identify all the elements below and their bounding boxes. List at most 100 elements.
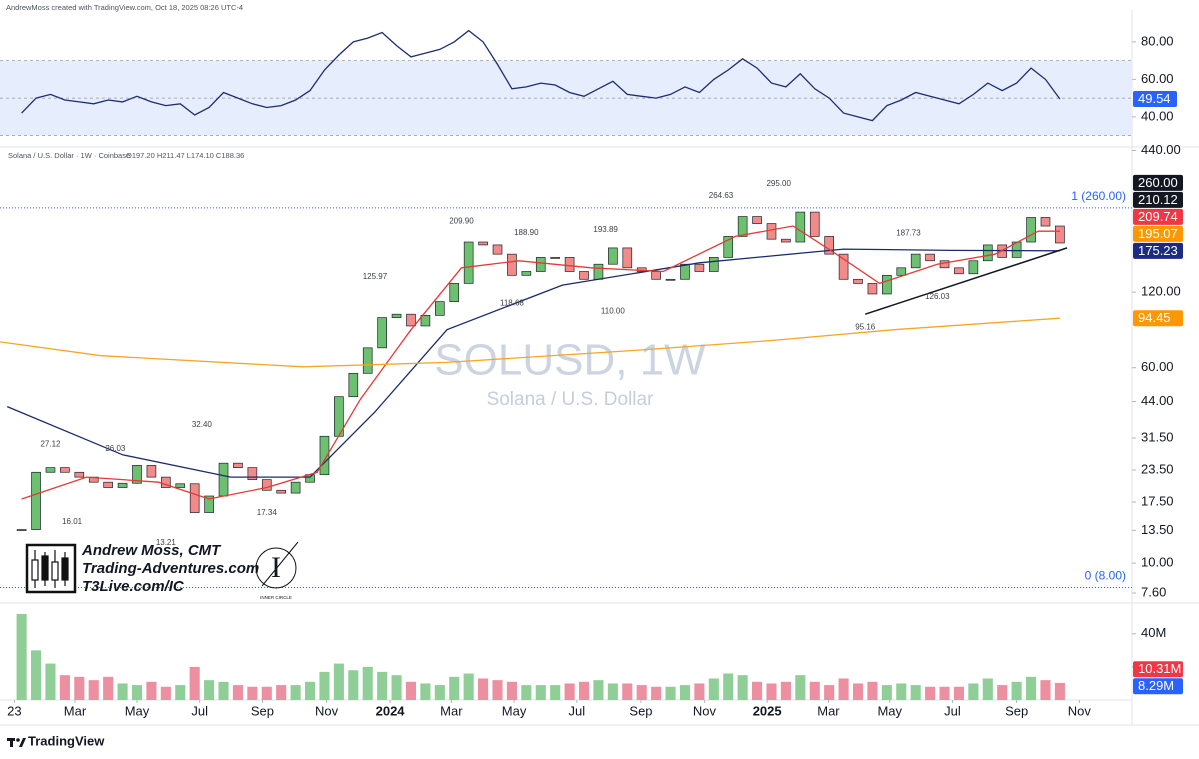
y-tick-label: 120.00 [1141,284,1181,299]
price-label: 10.31M [1138,661,1181,676]
candle-body [132,465,142,484]
high-low-label: 32.40 [192,420,213,429]
volume-bar [982,678,993,700]
candle-body [74,471,85,478]
volume-bar [261,686,272,700]
candle-body [391,313,402,318]
candle-body [752,216,762,224]
high-low-label: 209.90 [449,216,474,225]
high-low-label: 118.68 [500,298,524,307]
x-tick-label: 2025 [753,703,782,718]
x-tick-label: Mar [64,703,87,718]
header: AndrewMoss created with TradingView.com,… [6,3,243,12]
volume-bar [333,663,344,700]
volume-bar [578,681,590,700]
candle-body [737,216,748,237]
high-low-label: 13.21 [156,538,177,547]
x-tick-label: Jul [569,703,586,718]
volume-bar [463,673,474,700]
volume-bar [1026,676,1037,700]
high-low-label: 17.34 [257,508,278,517]
volume-bar [290,685,301,700]
y-tick-label: 40.00 [1141,108,1174,123]
volume-bar [809,681,820,700]
candle-body [362,347,373,374]
volume-bar [795,675,806,700]
high-low-label: 126.03 [925,292,950,301]
high-low-label: 187.73 [896,228,921,237]
x-tick-label: 23 [7,703,21,718]
volume-bar [564,683,575,700]
label-layer: 23 Mar May Jul Sep Nov 2024 Mar May Jul Sep Nov 2025… [7,33,1183,718]
fib-label: 0 (8.00) [1085,569,1126,583]
candle-body [16,529,27,531]
volume-bar [968,683,979,700]
candle-body [853,278,863,284]
price-label-box [1133,208,1183,225]
volume-bar [16,613,27,700]
candle-body [449,283,460,302]
candle-body [492,244,503,255]
volume-bar [665,686,676,700]
candle-body [161,476,171,488]
volume-bar [478,678,489,700]
volume-bar [521,685,532,700]
volume-bar [867,681,878,700]
candle-body [708,257,719,272]
candle-body [204,495,214,513]
volume-bar [276,685,287,700]
candle-body [593,263,604,280]
candle-body [564,257,575,272]
moving-average [0,317,1060,368]
y-tick-label: 60.00 [1141,359,1174,374]
volume-bar [997,685,1008,700]
logo-shape [16,738,20,742]
badge-text: INNER CIRCLE [260,595,292,600]
volume-bar [925,686,936,700]
price-label-box [1133,661,1183,678]
price-label: 8.29M [1138,678,1174,693]
candle-body [218,462,229,497]
price-label: 195.07 [1138,226,1178,241]
x-tick-label: Jul [191,703,208,718]
x-tick-label: Mar [440,703,463,718]
candle-body [233,462,243,468]
candle-body [766,223,777,240]
price-label-box [1133,310,1183,327]
volume-bar [723,673,734,700]
candle-body [1055,225,1065,244]
volume-bar [492,680,503,700]
volume-bar [953,686,965,700]
badge-slash [261,541,299,587]
volume-bar [910,685,921,700]
brand-site: Trading-Adventures.com [82,560,259,577]
candle-body [867,283,878,295]
volume-bar [449,676,460,700]
candle-body [290,481,301,494]
volume-bar [232,685,243,700]
x-tick-label: Nov [693,703,717,718]
y-tick-label: 17.50 [1141,494,1174,509]
x-tick-label: May [877,703,902,718]
logo-shape [19,738,26,747]
price-label-box [1133,191,1183,208]
candle-body [680,263,690,280]
volume-bar [362,666,373,700]
candle-body [622,247,633,269]
y-tick-label: 10.00 [1141,555,1174,570]
candle-body [781,238,791,243]
badge-circle [255,547,297,589]
plot-layer [0,29,1068,700]
x-tick-label: May [502,703,527,718]
candle-body [377,317,387,349]
volume-bar [175,685,186,700]
high-low-label: 16.01 [62,517,83,526]
candle-body [665,278,676,281]
high-low-label: 110.00 [601,307,625,316]
volume-bar [146,681,157,700]
volume-bar [622,683,633,700]
high-low-label: 264.63 [709,191,734,200]
candle-body [608,247,618,265]
candle-body [348,372,359,398]
y-tick-label: 440.00 [1141,142,1181,157]
